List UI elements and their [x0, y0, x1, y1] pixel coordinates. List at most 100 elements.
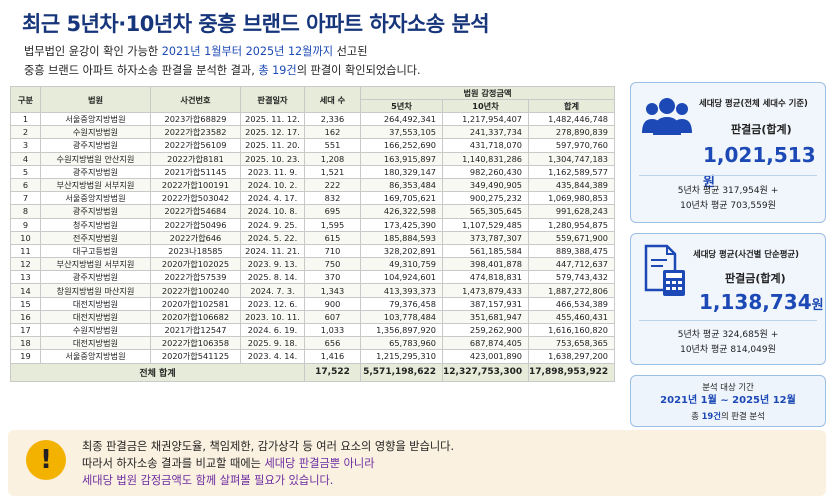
cell-units: 710	[304, 243, 361, 259]
cell-court: 수원지방법원 안산지원	[40, 151, 151, 166]
cell-units: 222	[304, 177, 361, 193]
cell-sum: 579,743,432	[527, 270, 616, 285]
cell-case: 2021가합51145	[150, 164, 241, 179]
total-label: 전체 합계	[10, 362, 305, 382]
cell-10y: 398,401,878	[442, 257, 529, 272]
cell-units: 615	[304, 230, 361, 245]
cell-units: 607	[304, 309, 361, 325]
notice-line-2-highlight: 세대당 판결금뿐 아니라	[264, 457, 375, 470]
cell-10y: 1,140,831,286	[442, 151, 529, 166]
cell-10y: 982,260,430	[442, 164, 529, 179]
cell-10y: 387,157,931	[442, 296, 529, 311]
cell-case: 2022가합50496	[150, 217, 241, 232]
cell-5y: 264,492,341	[360, 111, 443, 127]
cell-5y: 1,356,897,920	[360, 322, 443, 338]
cell-court: 창원지방법원 마산지원	[40, 283, 151, 298]
cell-case: 2020가합541125	[150, 349, 241, 364]
period-range: 2021년 1월 ~ 2025년 12월	[631, 394, 825, 408]
cell-court: 광주지방법원	[40, 204, 151, 219]
header-sum: 합계	[527, 99, 616, 113]
cell-date: 2024. 10. 2.	[240, 177, 305, 193]
header-5y: 5년차	[360, 99, 443, 113]
cell-sum: 753,658,365	[527, 336, 616, 351]
total-units: 17,522	[304, 362, 361, 382]
cell-5y: 37,553,105	[360, 125, 443, 140]
card2-foot-10y: 10년차 평균 814,049원	[680, 345, 776, 355]
cell-court: 대전지방법원	[40, 309, 151, 325]
cell-units: 1,343	[304, 283, 361, 298]
table-row: 10 전주지방법원 2022가합646 2024. 5. 22. 615 185,884,…	[10, 230, 616, 245]
cell-court: 전주지방법원	[40, 230, 151, 245]
cell-sum: 597,970,760	[527, 138, 616, 153]
cell-5y: 65,783,960	[360, 336, 443, 351]
intro-case-count: 총 19건	[258, 64, 297, 77]
cell-5y: 426,322,598	[360, 204, 443, 219]
cell-10y: 373,787,307	[442, 230, 529, 245]
cell-10y: 1,107,529,485	[442, 217, 529, 232]
cell-court: 광주지방법원	[40, 270, 151, 285]
card1-value-number: 1,021,513	[703, 143, 816, 167]
cell-sum: 447,712,637	[527, 257, 616, 272]
table-row: 19 서울중앙지방법원 2020가합541125 2023. 4. 14. 1,416 1…	[10, 349, 616, 364]
cell-case: 2023가합68829	[150, 111, 241, 127]
cell-case: 2020가합102581	[150, 296, 241, 311]
cell-case: 2022가합8181	[150, 151, 241, 166]
cell-5y: 180,329,147	[360, 164, 443, 179]
avg-card-per-case: 세대당 평균(사건별 단순평균) 판결금(합계) 1,138,734원 5년차 …	[630, 233, 826, 365]
intro-text-d: 중흥 브랜드 아파트 하자소송 판결을 분석한 결과,	[24, 64, 259, 77]
cell-10y: 561,185,584	[442, 243, 529, 259]
cell-10y: 1,217,954,407	[442, 111, 529, 127]
period-label: 분석 대상 기간	[702, 382, 754, 392]
analysis-period-card: 분석 대상 기간 2021년 1월 ~ 2025년 12월 총 19건의 판결 …	[630, 375, 826, 427]
cell-date: 2024. 4. 17.	[240, 191, 305, 206]
cell-units: 1,208	[304, 151, 361, 166]
cell-5y: 79,376,458	[360, 296, 443, 311]
cell-10y: 259,262,900	[442, 322, 529, 338]
cell-no: 3	[10, 138, 41, 153]
table-row: 8 광주지방법원 2022가합54684 2024. 10. 8. 695 426,322…	[10, 204, 616, 219]
cell-10y: 687,874,405	[442, 336, 529, 351]
intro-text-e: 의 판결이 확인되었습니다.	[296, 64, 421, 77]
header-case: 사건번호	[150, 86, 241, 113]
cell-court: 부산지방법원 서부지원	[40, 177, 151, 193]
cell-date: 2025. 11. 12.	[240, 111, 305, 127]
cell-no: 19	[10, 349, 41, 364]
cell-10y: 423,001,890	[442, 349, 529, 364]
warning-icon: !	[26, 440, 66, 480]
intro-text-a: 법무법인 윤강이 확인 가능한	[24, 45, 162, 58]
cell-date: 2023. 11. 9.	[240, 164, 305, 179]
notice-line-2: 따라서 하자소송 결과를 비교할 때에는 세대당 판결금뿐 아니라	[82, 455, 454, 472]
card2-foot-5y: 5년차 평균 324,685원 +	[677, 330, 779, 340]
table-row: 4 수원지방법원 안산지원 2022가합8181 2025. 10. 23. 1,208…	[10, 151, 616, 166]
cell-date: 2023. 10. 11.	[240, 309, 305, 325]
cell-court: 부산지방법원 서부지원	[40, 257, 151, 272]
cell-sum: 1,887,272,806	[527, 283, 616, 298]
cell-no: 1	[10, 111, 41, 127]
cell-no: 16	[10, 309, 41, 325]
notice-line-1: 최종 판결금은 채권양도율, 책임제한, 감가상각 등 여러 요소의 영향을 받…	[82, 440, 455, 453]
cell-sum: 466,534,389	[527, 296, 616, 311]
period-range-text: 2021년 1월 ~ 2025년 12월	[660, 395, 796, 406]
cell-sum: 1,638,297,200	[527, 349, 616, 364]
intro-line-1: 법무법인 윤강이 확인 가능한 2021년 1월부터 2025년 12월까지 선…	[24, 42, 421, 61]
cell-court: 대전지방법원	[40, 336, 151, 351]
table-row: 16 대전지방법원 2020가합106682 2023. 10. 11. 607 103,…	[10, 309, 616, 325]
intro-period: 2021년 1월부터 2025년 12월까지	[161, 45, 334, 58]
cell-sum: 278,890,839	[527, 125, 616, 140]
cell-10y: 1,473,879,433	[442, 283, 529, 298]
cell-units: 1,521	[304, 164, 361, 179]
cell-no: 12	[10, 257, 41, 272]
card2-heading: 세대당 평균(사건별 단순평균)	[693, 249, 799, 259]
card1-foot-10y: 10년차 평균 703,559원	[680, 201, 776, 211]
cell-5y: 104,924,601	[360, 270, 443, 285]
table-row: 3 광주지방법원 2022가합56109 2025. 11. 20. 551 166,25…	[10, 138, 616, 153]
cell-no: 15	[10, 296, 41, 311]
card2-sub: 판결금(합계)	[725, 272, 786, 285]
cell-date: 2023. 12. 6.	[240, 296, 305, 311]
period-count-c: 의 판결 분석	[720, 411, 765, 421]
cell-court: 광주지방법원	[40, 138, 151, 153]
cell-5y: 103,778,484	[360, 309, 443, 325]
table-row: 17 수원지방법원 2021가합12547 2024. 6. 19. 1,033 1,35…	[10, 322, 616, 338]
cell-case: 2022가합646	[150, 230, 241, 245]
cell-10y: 900,275,232	[442, 191, 529, 206]
